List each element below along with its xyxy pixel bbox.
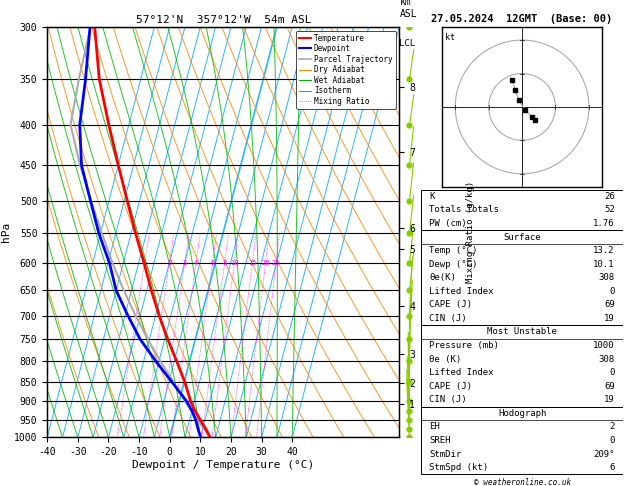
Text: StmDir: StmDir xyxy=(430,450,462,458)
Text: Totals Totals: Totals Totals xyxy=(430,206,499,214)
Text: 15: 15 xyxy=(248,260,257,266)
Text: 1.76: 1.76 xyxy=(593,219,615,228)
Title: 57°12'N  357°12'W  54m ASL: 57°12'N 357°12'W 54m ASL xyxy=(135,15,311,25)
Text: StmSpd (kt): StmSpd (kt) xyxy=(430,463,489,472)
Text: CAPE (J): CAPE (J) xyxy=(430,300,472,309)
Bar xyxy=(421,190,623,230)
Text: 6: 6 xyxy=(610,463,615,472)
Text: LCL: LCL xyxy=(399,39,416,48)
Text: 209°: 209° xyxy=(593,450,615,458)
Text: Pressure (mb): Pressure (mb) xyxy=(430,341,499,350)
Text: 10: 10 xyxy=(230,260,238,266)
Bar xyxy=(421,230,623,325)
Text: 10.1: 10.1 xyxy=(593,260,615,269)
Text: 308: 308 xyxy=(599,273,615,282)
Text: 1: 1 xyxy=(142,260,147,266)
Text: 308: 308 xyxy=(599,355,615,364)
Text: km
ASL: km ASL xyxy=(399,0,417,18)
Text: 20: 20 xyxy=(261,260,270,266)
Text: 1000: 1000 xyxy=(593,341,615,350)
Text: SREH: SREH xyxy=(430,436,451,445)
Text: 6: 6 xyxy=(210,260,214,266)
Text: 3: 3 xyxy=(182,260,187,266)
Text: Temp (°C): Temp (°C) xyxy=(430,246,478,255)
Text: Mixing Ratio (g/kg): Mixing Ratio (g/kg) xyxy=(466,181,475,283)
Legend: Temperature, Dewpoint, Parcel Trajectory, Dry Adiabat, Wet Adiabat, Isotherm, Mi: Temperature, Dewpoint, Parcel Trajectory… xyxy=(296,31,396,109)
X-axis label: Dewpoint / Temperature (°C): Dewpoint / Temperature (°C) xyxy=(132,460,314,470)
Text: K: K xyxy=(430,192,435,201)
Text: 2: 2 xyxy=(167,260,172,266)
Text: 19: 19 xyxy=(604,314,615,323)
Text: 0: 0 xyxy=(610,368,615,377)
Text: kt: kt xyxy=(445,33,455,42)
Text: θe(K): θe(K) xyxy=(430,273,457,282)
Text: Hodograph: Hodograph xyxy=(498,409,546,418)
Text: EH: EH xyxy=(430,422,440,432)
Bar xyxy=(421,407,623,474)
Text: Dewp (°C): Dewp (°C) xyxy=(430,260,478,269)
Text: 0: 0 xyxy=(610,436,615,445)
Text: 8: 8 xyxy=(223,260,226,266)
Text: 13.2: 13.2 xyxy=(593,246,615,255)
Text: PW (cm): PW (cm) xyxy=(430,219,467,228)
Text: θe (K): θe (K) xyxy=(430,355,462,364)
Text: 2: 2 xyxy=(610,422,615,432)
Text: 25: 25 xyxy=(272,260,281,266)
Text: 69: 69 xyxy=(604,382,615,391)
Text: 4: 4 xyxy=(194,260,198,266)
Text: Lifted Index: Lifted Index xyxy=(430,368,494,377)
Text: Most Unstable: Most Unstable xyxy=(487,328,557,336)
Text: 69: 69 xyxy=(604,300,615,309)
Text: CIN (J): CIN (J) xyxy=(430,314,467,323)
Bar xyxy=(421,325,623,407)
Text: 0: 0 xyxy=(610,287,615,296)
Y-axis label: hPa: hPa xyxy=(1,222,11,242)
Text: 27.05.2024  12GMT  (Base: 00): 27.05.2024 12GMT (Base: 00) xyxy=(431,14,613,24)
Text: 19: 19 xyxy=(604,395,615,404)
Text: Lifted Index: Lifted Index xyxy=(430,287,494,296)
Text: CAPE (J): CAPE (J) xyxy=(430,382,472,391)
Text: 26: 26 xyxy=(604,192,615,201)
Text: CIN (J): CIN (J) xyxy=(430,395,467,404)
Text: © weatheronline.co.uk: © weatheronline.co.uk xyxy=(474,478,571,486)
Text: Surface: Surface xyxy=(503,232,541,242)
Text: 52: 52 xyxy=(604,206,615,214)
